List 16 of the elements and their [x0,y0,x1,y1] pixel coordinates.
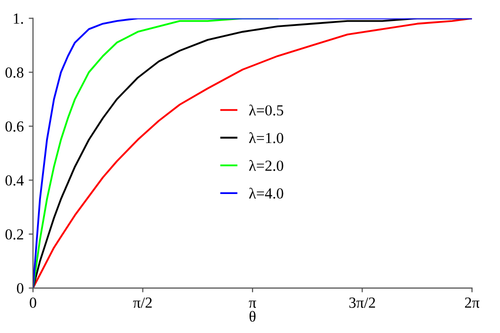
y-tick-label: 0.2 [5,229,24,240]
x-tick-label: π/2 [133,298,152,308]
x-tick-label: π [248,300,256,308]
legend-label: λ=2.0 [249,160,284,171]
x-tick-label: 3π/2 [349,298,376,308]
legend-label: λ=4.0 [249,188,284,199]
x-axis-title: θ [250,310,256,322]
y-tick-label: 0 [16,283,24,294]
legend-label: λ=1.0 [249,132,284,144]
y-tick-label: 0.6 [5,121,24,132]
y-tick-label: 0.4 [5,175,24,186]
legend-label: λ=0.5 [249,104,284,116]
x-tick-label: 2π [464,298,480,308]
y-tick-label: 1. [14,14,23,24]
x-tick-label: 0 [30,298,36,308]
y-tick-label: 0.8 [5,67,24,78]
